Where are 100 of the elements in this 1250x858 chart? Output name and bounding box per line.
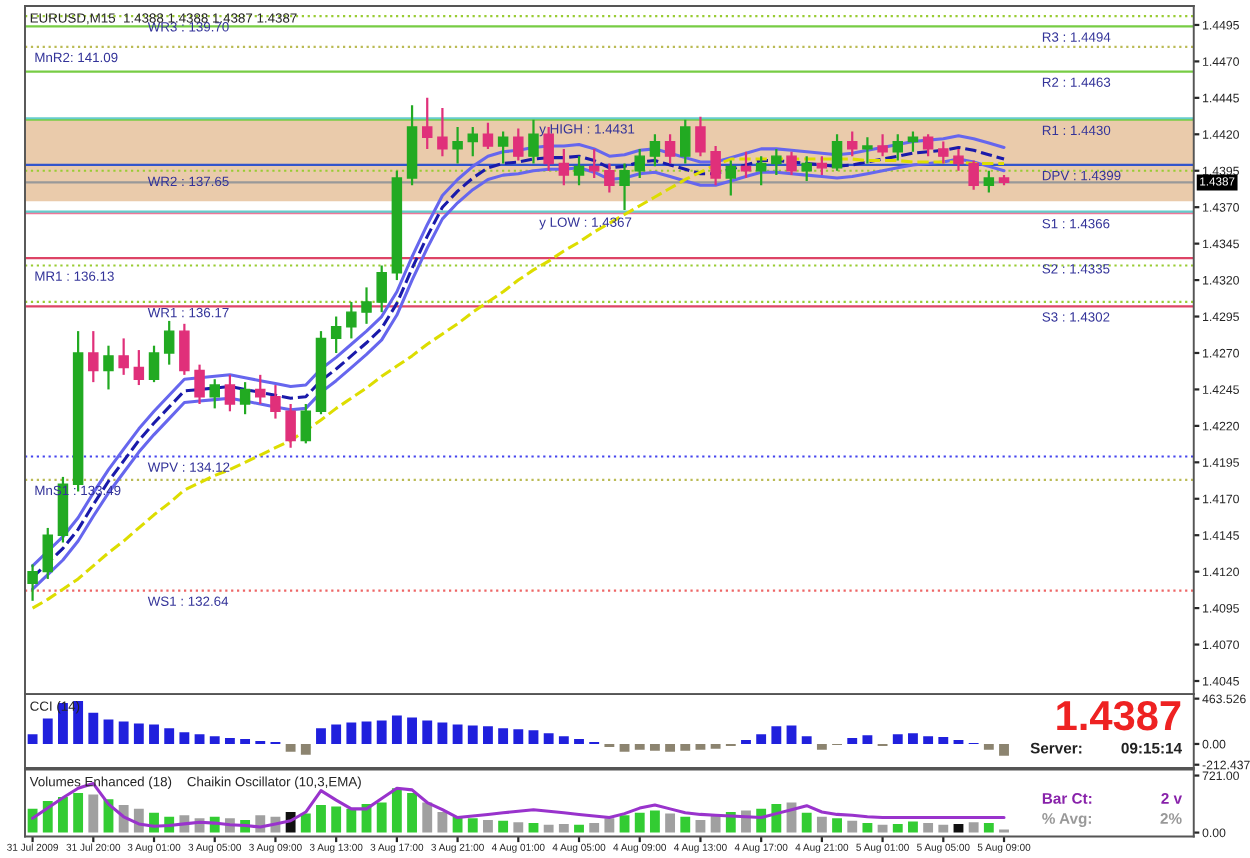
bar <box>88 794 99 833</box>
bar <box>376 720 387 744</box>
bar <box>179 732 190 744</box>
bar <box>103 719 114 744</box>
candlestick <box>421 96 433 150</box>
bar <box>285 743 296 752</box>
bar <box>680 816 691 833</box>
bar <box>832 818 842 833</box>
candlestick <box>846 130 858 158</box>
bar <box>346 722 357 744</box>
bar <box>574 824 584 833</box>
bar <box>331 724 342 744</box>
bar <box>665 813 676 833</box>
bar <box>604 818 615 833</box>
candlestick <box>968 159 979 191</box>
bar <box>422 720 433 744</box>
bar <box>483 819 493 833</box>
bar <box>133 723 144 744</box>
bar <box>209 736 220 744</box>
bar <box>923 736 934 744</box>
bar <box>467 725 478 744</box>
bar <box>118 721 129 744</box>
bar <box>73 793 84 833</box>
candlestick <box>619 162 630 212</box>
candlestick <box>710 144 721 187</box>
candlestick <box>270 383 281 420</box>
bar <box>300 743 311 755</box>
bar <box>422 802 433 833</box>
candlestick <box>922 133 934 158</box>
bar <box>634 743 645 750</box>
bar <box>528 823 539 833</box>
bar <box>680 743 691 751</box>
candlestick <box>118 337 129 376</box>
candlestick <box>255 373 266 406</box>
candlestick <box>725 159 737 197</box>
bar <box>513 729 524 744</box>
bar <box>710 743 721 749</box>
bar <box>771 726 782 744</box>
bar <box>452 724 463 744</box>
bar <box>391 715 402 744</box>
candlestick <box>786 150 797 177</box>
bar <box>983 823 994 833</box>
bar <box>938 737 949 744</box>
bar <box>407 793 417 833</box>
candlestick <box>573 155 585 187</box>
candlestick <box>755 155 767 187</box>
bar <box>908 821 918 833</box>
bar <box>42 718 53 744</box>
bar <box>467 818 478 833</box>
candlestick <box>361 286 372 325</box>
candlestick <box>892 133 904 162</box>
candlestick <box>285 402 296 449</box>
candlestick <box>300 402 312 445</box>
candlestick <box>528 118 539 165</box>
candlestick <box>543 125 554 172</box>
bar <box>58 797 68 833</box>
bar <box>27 734 38 744</box>
bar <box>619 743 630 752</box>
candlestick <box>634 147 645 180</box>
bar <box>376 802 387 833</box>
bar <box>391 788 402 833</box>
bar <box>194 734 205 744</box>
bar <box>619 815 630 833</box>
bar <box>908 733 918 744</box>
candlestick <box>816 155 828 177</box>
bar <box>361 721 372 744</box>
candlestick <box>163 319 175 366</box>
candlestick <box>801 155 812 183</box>
bar <box>331 806 342 833</box>
bar <box>316 804 326 833</box>
candlestick <box>209 378 220 410</box>
bar <box>801 812 812 833</box>
bar <box>892 823 903 833</box>
bar <box>437 722 448 744</box>
candlestick <box>831 133 843 172</box>
candlestick <box>133 348 145 387</box>
candlestick <box>695 115 706 158</box>
bar <box>953 823 964 833</box>
bar <box>892 734 903 744</box>
bar <box>452 816 463 833</box>
bar <box>983 743 994 750</box>
candlestick <box>224 373 236 413</box>
candlestick <box>680 118 691 165</box>
bar <box>224 738 235 744</box>
candlestick <box>513 127 524 162</box>
bar <box>543 733 554 744</box>
candlestick <box>664 133 676 165</box>
bar <box>756 734 767 744</box>
candlestick <box>42 526 54 581</box>
bar <box>862 823 873 833</box>
bar <box>437 812 448 833</box>
bar <box>589 823 600 833</box>
candlestick <box>771 147 782 177</box>
candlestick <box>88 330 99 384</box>
bar <box>938 824 949 833</box>
bar <box>316 728 326 744</box>
candlestick <box>604 162 615 194</box>
candlestick <box>148 344 160 384</box>
bar <box>801 736 812 744</box>
candlestick <box>953 147 964 172</box>
